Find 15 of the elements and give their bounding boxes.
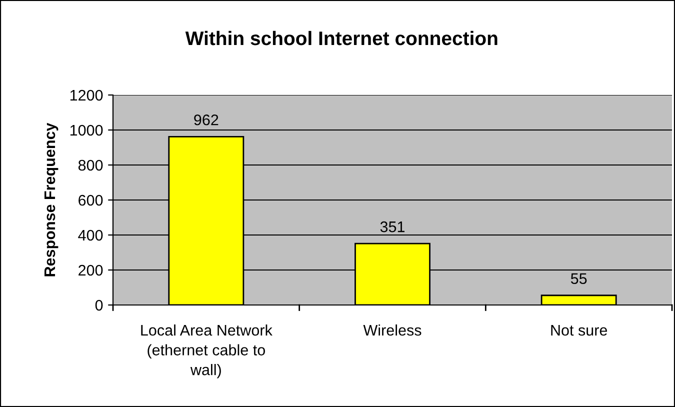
x-tick-label: Not sure	[551, 325, 608, 336]
x-tick-label: Local Area Network (ethernet cable to wall)	[141, 324, 272, 378]
y-tick-label: 0	[95, 300, 103, 311]
y-tick-label: 600	[78, 194, 103, 206]
x-tick-label: Wireless	[363, 324, 422, 336]
chart-title: Within school Internet connection	[185, 30, 498, 46]
data-label: 351	[380, 221, 404, 232]
y-axis-title: Response Frequency	[44, 122, 58, 276]
y-tick-label: 1200	[70, 90, 103, 101]
y-tick-label: 800	[78, 160, 103, 171]
data-label: 962	[194, 114, 218, 126]
y-tick-label: 400	[78, 230, 103, 241]
y-tick-label: 1000	[70, 124, 103, 136]
data-label: 55	[570, 273, 587, 284]
y-tick-label: 200	[78, 264, 103, 276]
